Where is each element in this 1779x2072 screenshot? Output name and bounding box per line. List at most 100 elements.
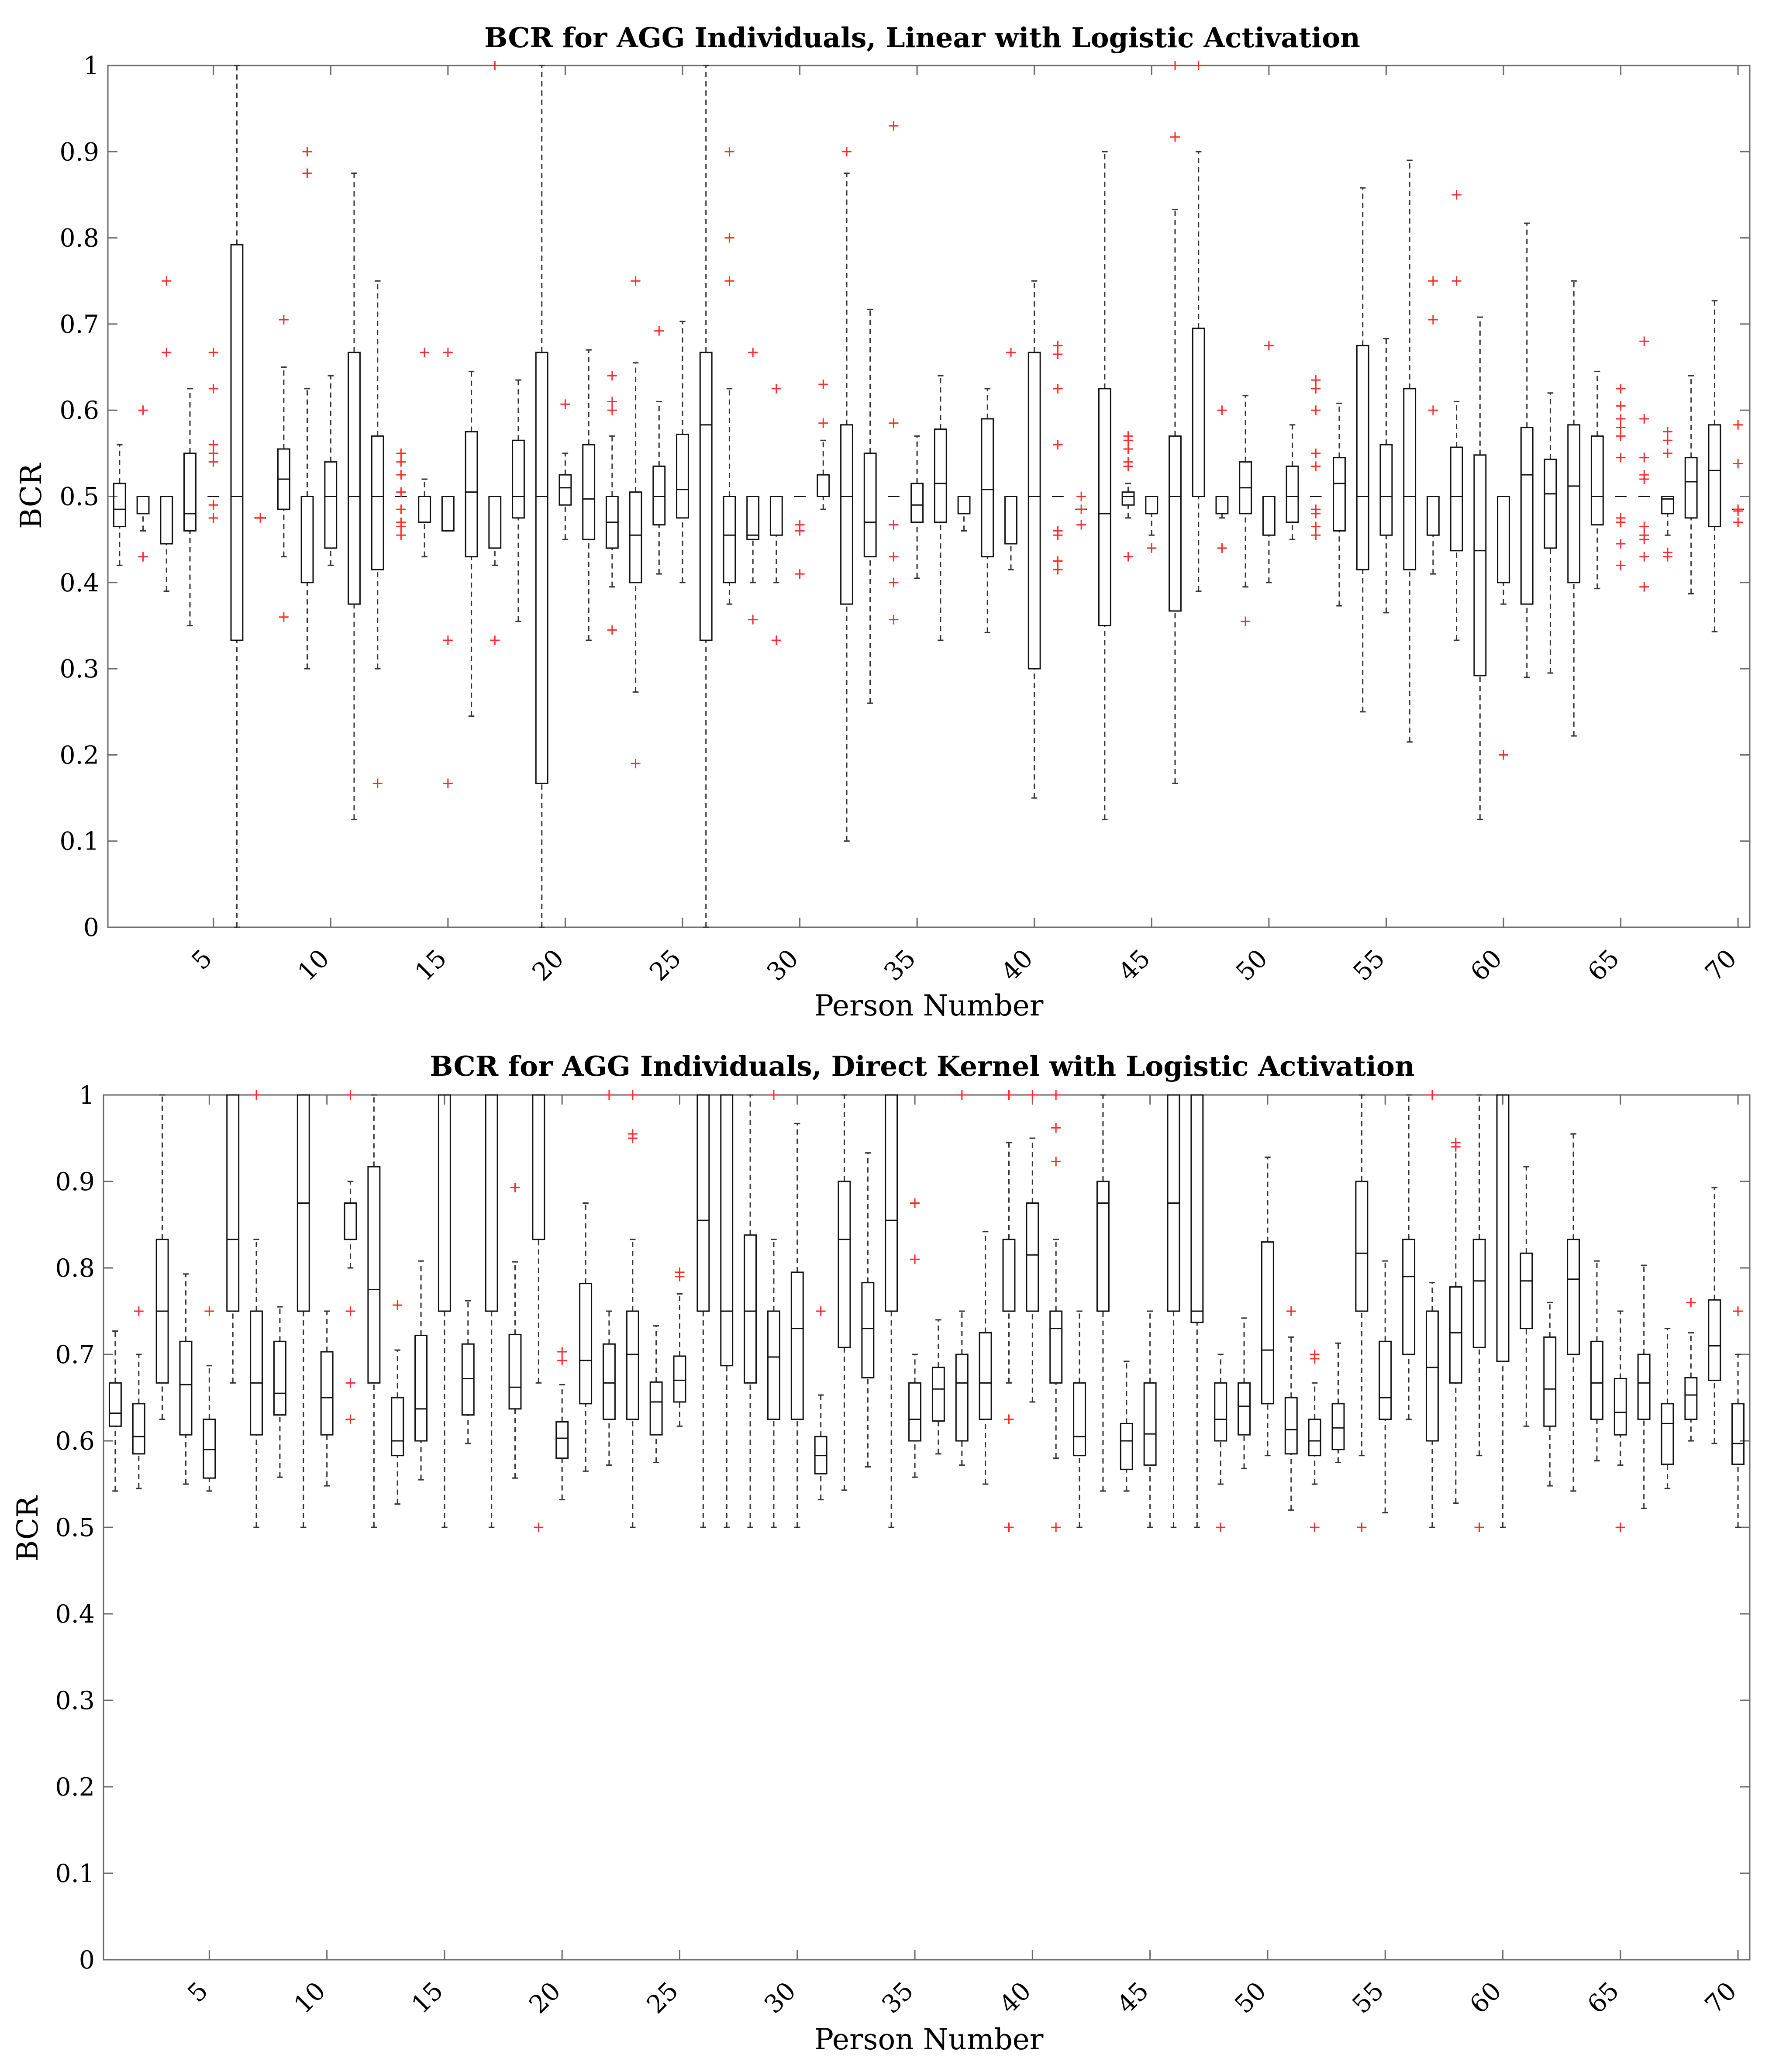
box-person-15: [438, 1094, 451, 1528]
outlier-point: [208, 500, 218, 510]
box-person-25: [676, 321, 689, 584]
iqr-box: [767, 1310, 780, 1420]
outlier-point: [631, 759, 641, 769]
outlier-point: [1006, 348, 1016, 358]
outlier-point: [1663, 435, 1672, 445]
box-person-30: [790, 1122, 804, 1528]
outlier-point: [1616, 452, 1626, 463]
outlier-point: [134, 1306, 144, 1316]
box-person-1: [108, 1330, 122, 1492]
box-person-52: [1308, 1350, 1321, 1532]
iqr-box: [652, 465, 666, 526]
outlier-point: [816, 1306, 826, 1316]
iqr-box: [179, 1340, 193, 1436]
outlier-point: [1076, 520, 1086, 530]
iqr-box: [320, 1351, 334, 1436]
outlier-point: [1663, 448, 1672, 458]
outlier-point: [204, 1306, 214, 1316]
box-person-26: [696, 1094, 710, 1528]
iqr-box: [673, 1355, 686, 1403]
outlier-point: [769, 1090, 779, 1100]
box-person-68: [1684, 375, 1698, 594]
iqr-box: [1684, 1377, 1698, 1420]
outlier-point: [1499, 750, 1508, 760]
iqr-box: [981, 418, 994, 558]
iqr-box: [1286, 465, 1299, 523]
box-person-49: [1238, 1317, 1251, 1469]
iqr-box: [512, 439, 525, 519]
iqr-box: [273, 1340, 286, 1416]
outlier-point: [490, 61, 500, 70]
outlier-point: [255, 513, 265, 523]
iqr-box: [744, 1234, 757, 1384]
outlier-point: [1004, 1523, 1014, 1532]
box-person-61: [1520, 1166, 1533, 1427]
box-person-42: [1073, 1310, 1086, 1528]
box-person-39: [1004, 348, 1017, 570]
outlier-point: [560, 399, 570, 409]
outlier-point: [1217, 543, 1227, 553]
iqr-box: [1190, 1094, 1204, 1323]
iqr-box: [226, 1094, 240, 1312]
outlier-point: [396, 530, 406, 540]
iqr-box: [746, 496, 760, 540]
outlier-point: [1663, 552, 1672, 562]
outlier-point: [1733, 506, 1743, 516]
iqr-box: [723, 496, 736, 584]
outlier-point: [534, 1523, 544, 1532]
box-person-12: [371, 280, 384, 788]
outlier-point: [490, 635, 500, 645]
box-person-50: [1261, 1157, 1274, 1457]
outlier-point: [279, 612, 289, 622]
box-person-19: [535, 65, 548, 928]
outlier-point: [443, 778, 453, 788]
outlier-point: [208, 348, 218, 358]
outlier-point: [1051, 1523, 1061, 1532]
iqr-box: [1261, 1241, 1274, 1405]
box-person-65: [1615, 383, 1627, 570]
outlier-point: [1733, 1306, 1743, 1316]
box-person-64: [1590, 370, 1604, 590]
box-person-58: [1450, 190, 1463, 641]
iqr-box: [250, 1310, 263, 1436]
box-person-9: [296, 1094, 310, 1528]
y-tick-label: 0.5: [55, 1513, 95, 1542]
box-person-58: [1449, 1137, 1462, 1504]
box-person-17: [488, 61, 502, 645]
iqr-box: [348, 352, 361, 605]
outlier-point: [396, 487, 406, 497]
y-tick-label: 0.8: [59, 224, 99, 253]
outlier-point: [302, 168, 312, 178]
iqr-box: [1120, 1423, 1133, 1470]
outlier-point: [1051, 1090, 1061, 1100]
iqr-box: [699, 352, 713, 641]
box-person-57: [1426, 276, 1440, 575]
box-person-19: [532, 1094, 545, 1532]
outlier-point: [1639, 535, 1649, 545]
box-person-32: [840, 147, 853, 842]
box-person-1: [113, 444, 126, 566]
outlier-point: [557, 1347, 567, 1357]
y-tick-label: 0.2: [59, 741, 99, 770]
outlier-point: [607, 625, 617, 635]
outlier-point: [771, 383, 781, 394]
iqr-box: [676, 433, 689, 519]
y-axis: 0 0.1 0.2 0.3 0.4 0.5 0.6 0.7 0.8 0.9 1: [59, 52, 1750, 942]
box-person-21: [579, 1202, 593, 1472]
iqr-box: [1402, 1239, 1416, 1355]
boxplot-series: [113, 61, 1744, 928]
outlier-point: [1147, 543, 1157, 553]
outlier-point: [1311, 405, 1321, 415]
iqr-box: [1073, 1382, 1086, 1457]
iqr-box: [1284, 1397, 1298, 1455]
box-person-49: [1239, 395, 1252, 626]
box-person-54: [1355, 1094, 1369, 1532]
iqr-box: [1590, 435, 1604, 526]
box-person-57: [1425, 1090, 1439, 1528]
outlier-point: [889, 418, 899, 428]
outlier-point: [1310, 1354, 1320, 1364]
iqr-box: [414, 1334, 428, 1442]
box-person-60: [1497, 496, 1510, 760]
box-person-61: [1520, 222, 1534, 678]
outlier-point: [607, 371, 617, 381]
